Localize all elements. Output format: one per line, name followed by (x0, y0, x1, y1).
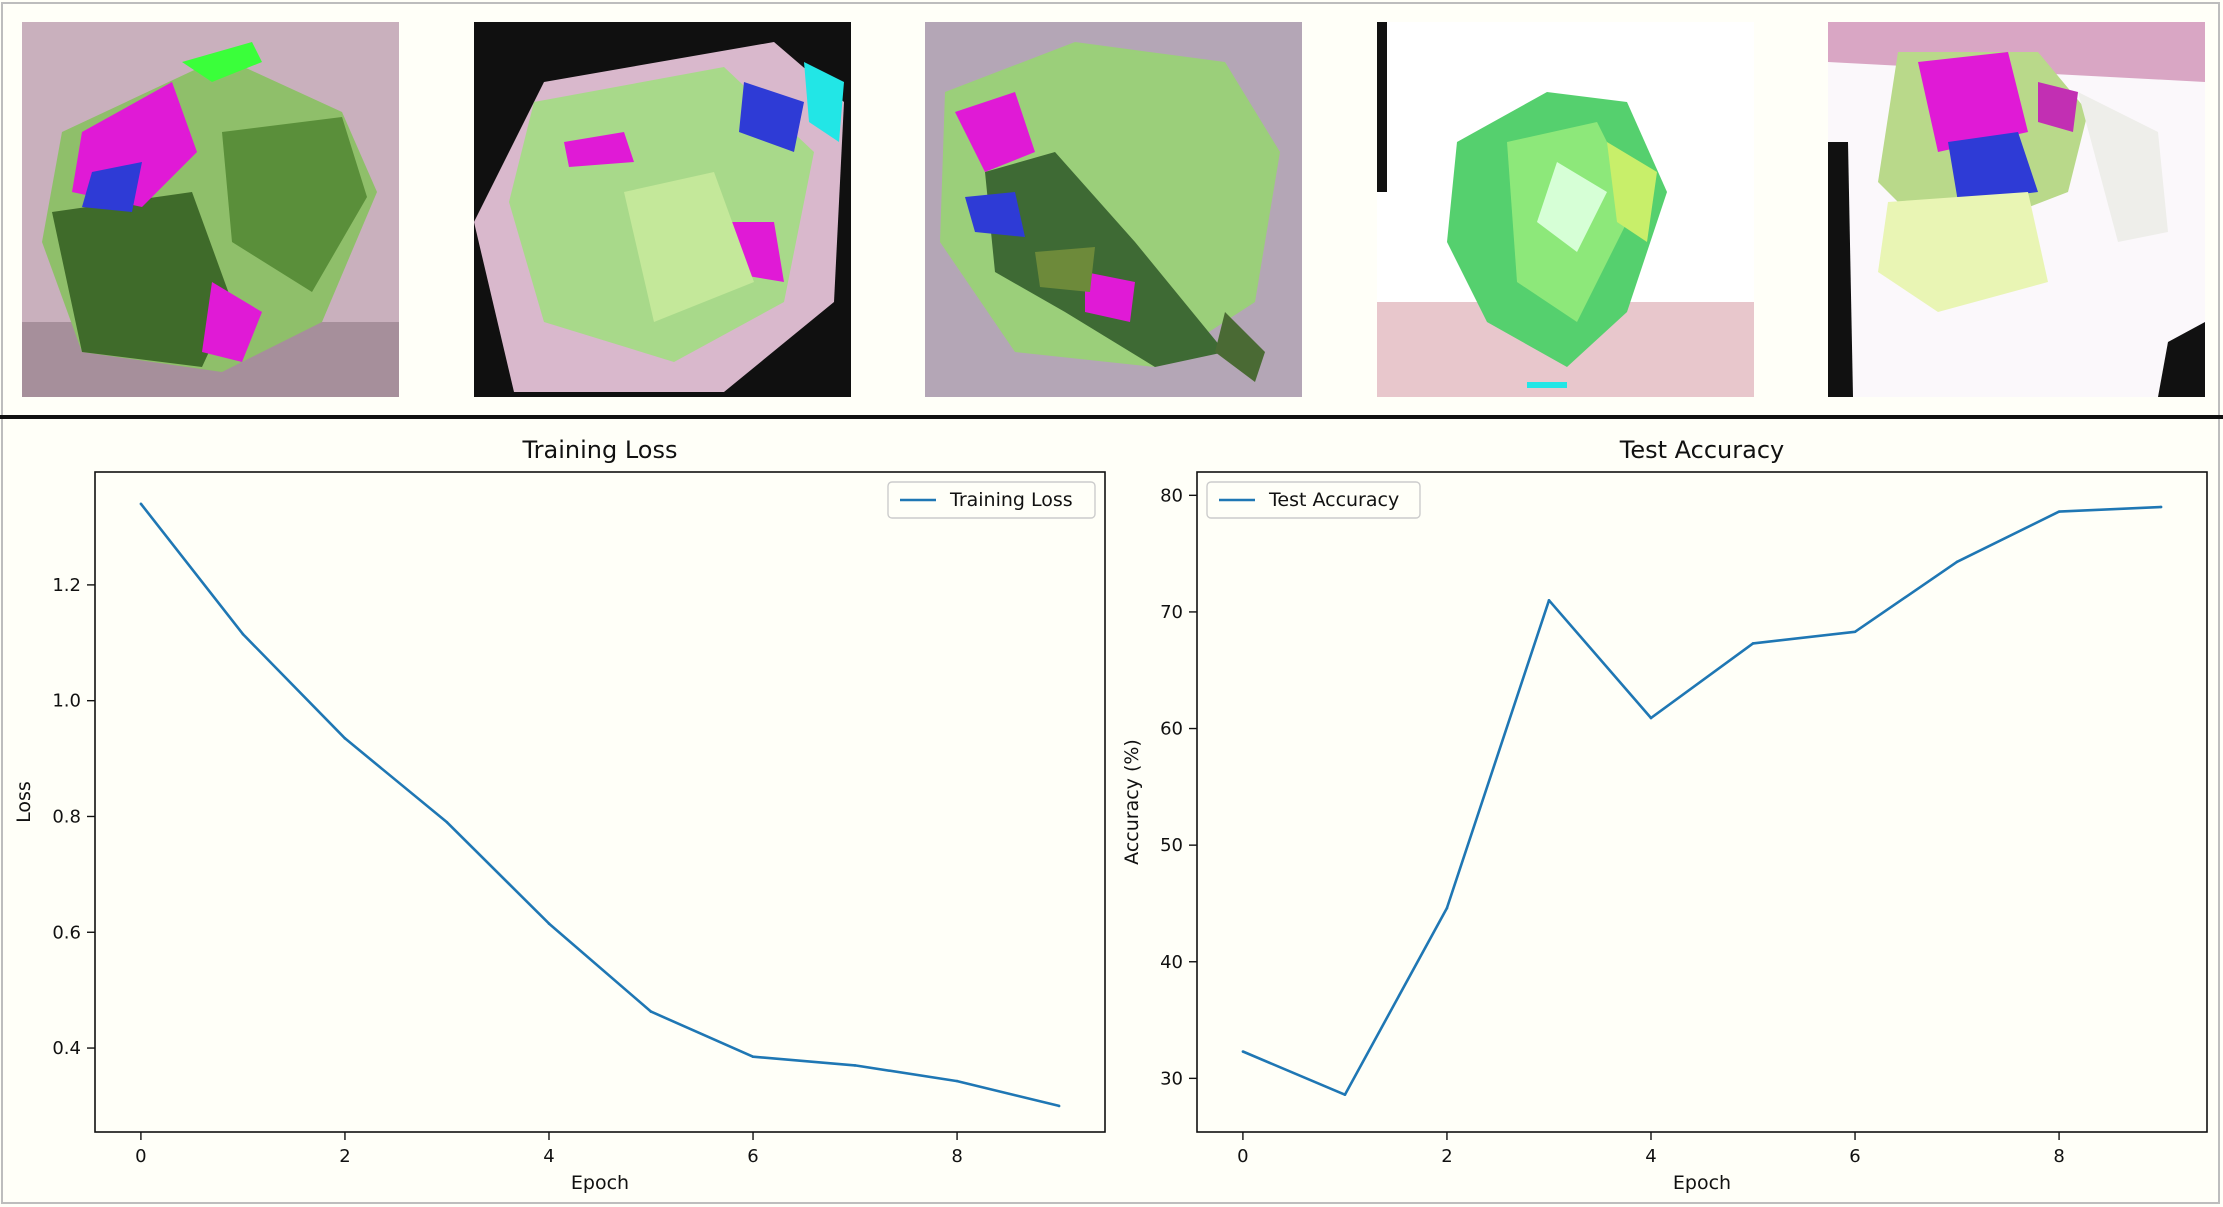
training-loss-y-tick-label: 1.0 (52, 691, 81, 712)
training-loss-y-tick-label: 0.4 (52, 1038, 81, 1059)
test-accuracy-y-tick-label: 30 (1160, 1068, 1183, 1089)
test-accuracy-data-point (1853, 630, 1857, 634)
leaf-image-2 (474, 22, 851, 397)
training-loss-x-axis-label: Epoch (571, 1172, 629, 1194)
test-accuracy-title: Test Accuracy (1619, 436, 1784, 464)
leaf-image-icon (22, 22, 399, 397)
test-accuracy-plot-frame (1196, 471, 2208, 1133)
leaf-image-1 (22, 22, 399, 397)
training-loss-plot-frame (94, 471, 1106, 1133)
test-accuracy-x-tick-label: 8 (2053, 1146, 2064, 1167)
leaf-image-3 (925, 22, 1302, 397)
training-loss-data-point (649, 1010, 653, 1013)
test-accuracy-data-point (1751, 642, 1755, 645)
test-accuracy-data-point (2057, 510, 2061, 513)
test-accuracy-y-tick-label: 40 (1160, 952, 1183, 973)
training-loss-data-point (751, 1055, 755, 1059)
test-accuracy-y-tick-label: 60 (1160, 719, 1183, 740)
training-loss-y-tick-label: 0.6 (52, 922, 81, 943)
leaf-image-icon (925, 22, 1302, 397)
training-loss-x-tick-label: 4 (543, 1146, 554, 1167)
leaf-image-5 (1828, 22, 2205, 397)
leaf-image-icon (474, 22, 851, 397)
training-loss-data-point (853, 1064, 857, 1067)
test-accuracy-data-point (1955, 560, 1959, 564)
test-accuracy-data-point (2159, 505, 2163, 509)
test-accuracy-y-tick-label: 70 (1160, 602, 1183, 623)
test-accuracy-x-tick-label: 0 (1237, 1146, 1248, 1167)
training-loss-series-line (139, 502, 1060, 1108)
test-accuracy-legend-box (1206, 481, 1421, 519)
training-loss-legend-label: Training Loss (949, 489, 1073, 511)
training-loss-data-point (343, 737, 347, 740)
test-accuracy-data-point (1445, 906, 1449, 910)
training-loss-data-point (139, 502, 143, 506)
test-accuracy-legend-label: Test Accuracy (1268, 489, 1399, 511)
training-loss-x-tick-label: 8 (951, 1146, 962, 1167)
test-accuracy-x-tick-label: 6 (1849, 1146, 1860, 1167)
training-loss-x-tick-label: 6 (747, 1146, 758, 1167)
leaf-image-icon (1377, 22, 1754, 397)
test-accuracy-y-tick-label: 80 (1160, 485, 1183, 506)
training-loss-data-point (955, 1079, 959, 1083)
training-loss-y-axis-label: Loss (13, 781, 35, 823)
test-accuracy-data-point (1547, 598, 1551, 602)
test-accuracy-y-tick-label: 50 (1160, 835, 1183, 856)
training-loss-data-point (445, 820, 449, 824)
leaf-image-strip (0, 0, 2223, 415)
training-loss-x-tick-label: 0 (135, 1146, 146, 1167)
test-accuracy-y-axis-label: Accuracy (%) (1121, 739, 1143, 865)
test-accuracy-series-line (1242, 505, 2162, 1096)
training-loss-x-tick-label: 2 (339, 1146, 350, 1167)
training-loss-data-point (1057, 1104, 1061, 1108)
test-accuracy-x-tick-label: 2 (1441, 1146, 1452, 1167)
test-accuracy-data-point (1649, 716, 1653, 720)
test-accuracy-x-axis-label: Epoch (1673, 1172, 1731, 1194)
training-loss-y-tick-label: 0.8 (52, 806, 81, 827)
test-accuracy-x-tick-label: 4 (1645, 1146, 1656, 1167)
training-loss-data-point (547, 922, 551, 925)
test-accuracy-data-point (1241, 1050, 1245, 1053)
section-divider (0, 415, 2223, 419)
training-loss-data-point (241, 632, 245, 636)
training-loss-title: Training Loss (522, 436, 678, 464)
leaf-image-4 (1377, 22, 1754, 397)
test-accuracy-data-point (1343, 1093, 1347, 1096)
training-loss-legend-box (887, 481, 1096, 519)
leaf-image-icon (1828, 22, 2205, 397)
training-loss-y-tick-label: 1.2 (52, 575, 81, 596)
